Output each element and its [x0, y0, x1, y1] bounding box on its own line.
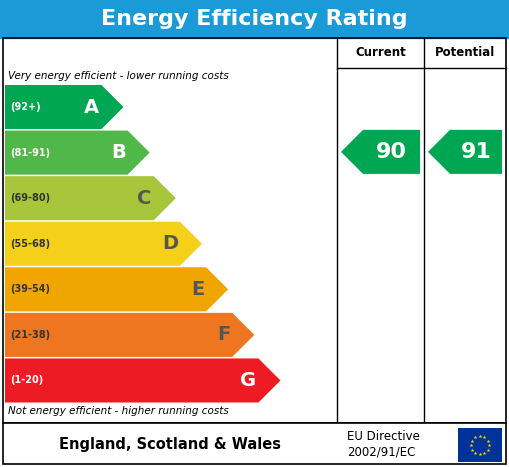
Text: 90: 90: [376, 142, 407, 162]
Text: (21-38): (21-38): [10, 330, 50, 340]
Text: A: A: [84, 98, 99, 117]
Text: EU Directive: EU Directive: [347, 431, 420, 444]
Text: Not energy efficient - higher running costs: Not energy efficient - higher running co…: [8, 406, 229, 416]
Text: England, Scotland & Wales: England, Scotland & Wales: [59, 437, 281, 452]
Text: (55-68): (55-68): [10, 239, 50, 249]
Text: D: D: [162, 234, 178, 253]
Text: (39-54): (39-54): [10, 284, 50, 294]
Bar: [0, 0, 509, 38]
Text: (81-91): (81-91): [10, 148, 50, 157]
Polygon shape: [5, 222, 202, 266]
Polygon shape: [5, 267, 228, 311]
Polygon shape: [5, 313, 254, 357]
Polygon shape: [5, 131, 150, 175]
Text: (69-80): (69-80): [10, 193, 50, 203]
Text: Very energy efficient - lower running costs: Very energy efficient - lower running co…: [8, 71, 229, 81]
Polygon shape: [5, 85, 124, 129]
Text: B: B: [111, 143, 126, 162]
Bar: [3, 38, 506, 423]
Polygon shape: [5, 359, 280, 403]
Text: Potential: Potential: [435, 47, 495, 59]
Polygon shape: [341, 130, 420, 174]
Text: Current: Current: [355, 47, 406, 59]
Bar: [3, 423, 506, 464]
Polygon shape: [5, 176, 176, 220]
Text: E: E: [191, 280, 204, 299]
Text: 91: 91: [461, 142, 492, 162]
Text: 2002/91/EC: 2002/91/EC: [347, 446, 415, 459]
Text: Energy Efficiency Rating: Energy Efficiency Rating: [101, 9, 408, 29]
Text: F: F: [217, 325, 230, 344]
Text: C: C: [137, 189, 152, 208]
Text: (92+): (92+): [10, 102, 41, 112]
Text: (1-20): (1-20): [10, 375, 43, 385]
Text: G: G: [240, 371, 257, 390]
Polygon shape: [428, 130, 502, 174]
Bar: [458, 428, 502, 462]
